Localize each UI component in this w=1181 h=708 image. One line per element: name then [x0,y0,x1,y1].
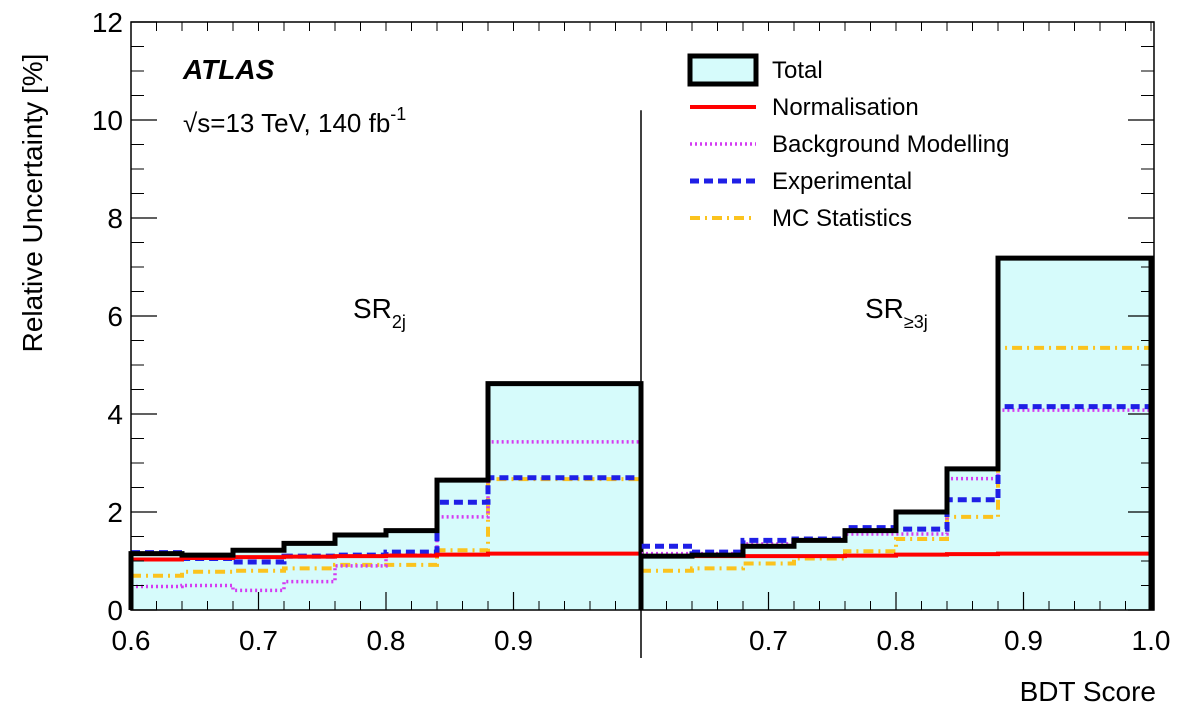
legend-label: Total [772,57,823,84]
legend-label: MC Statistics [772,205,912,232]
y-tick-label: 12 [92,7,123,38]
total-fill-region-0 [131,383,641,610]
x-tick-label: 1.0 [1132,625,1171,656]
x-tick-label: 0.8 [367,625,406,656]
atlas-label: ATLAS [182,54,275,85]
legend-entry-background-modelling: Background Modelling [690,131,1009,158]
y-tick-label: 0 [107,595,123,626]
energy-sup: -1 [390,104,406,124]
total-line-region-0 [128,381,644,610]
legend-entry-mc-statistics: MC Statistics [690,205,912,232]
legend-entry-normalisation: Normalisation [690,94,919,121]
legend-label: Normalisation [772,94,919,121]
x-tick-label: 0.8 [877,625,916,656]
mc-statistics-line-region-0 [131,477,641,578]
y-tick-label: 2 [107,497,123,528]
legend-entry-experimental: Experimental [690,168,912,195]
y-tick-label: 4 [107,399,123,430]
total-line-region-1 [638,255,1154,610]
y-tick-label: 8 [107,203,123,234]
x-axis-label: BDT Score [1020,676,1156,707]
legend-label: Experimental [772,168,912,195]
x-tick-label: 0.6 [112,625,151,656]
y-tick-label: 10 [92,105,123,136]
region-label-2j: SR2j [353,293,406,332]
x-tick-label: 0.9 [1004,625,1043,656]
x-tick-label: 0.7 [239,625,278,656]
x-tick-label: 0.9 [494,625,533,656]
series-lines-layer [128,255,1154,610]
x-tick-label: 0.7 [749,625,788,656]
legend: Total Normalisation Background Modelling Ex… [687,53,1009,232]
legend-label: Background Modelling [772,131,1009,158]
legend-entry-total: Total [687,53,823,87]
legend-swatch [687,53,759,87]
normalisation-line-region-0 [131,551,641,562]
y-tick-label: 6 [107,301,123,332]
energy-text: √s=13 TeV, 140 fb [183,108,390,138]
experimental-line-region-0 [131,475,641,565]
energy-label: √s=13 TeV, 140 fb-1 [183,104,406,138]
axes-layer: 0.6 0.7 0.8 0.9 0.7 0.8 0.9 1.0 0 2 4 6 8 10 12 [92,7,1171,658]
total-fill-region-1 [641,258,1151,610]
background-modelling-line-region-0 [131,440,641,593]
y-axis-label: Relative Uncertainty [%] [17,54,48,353]
region-label-3j: SR≥3j [865,293,928,332]
